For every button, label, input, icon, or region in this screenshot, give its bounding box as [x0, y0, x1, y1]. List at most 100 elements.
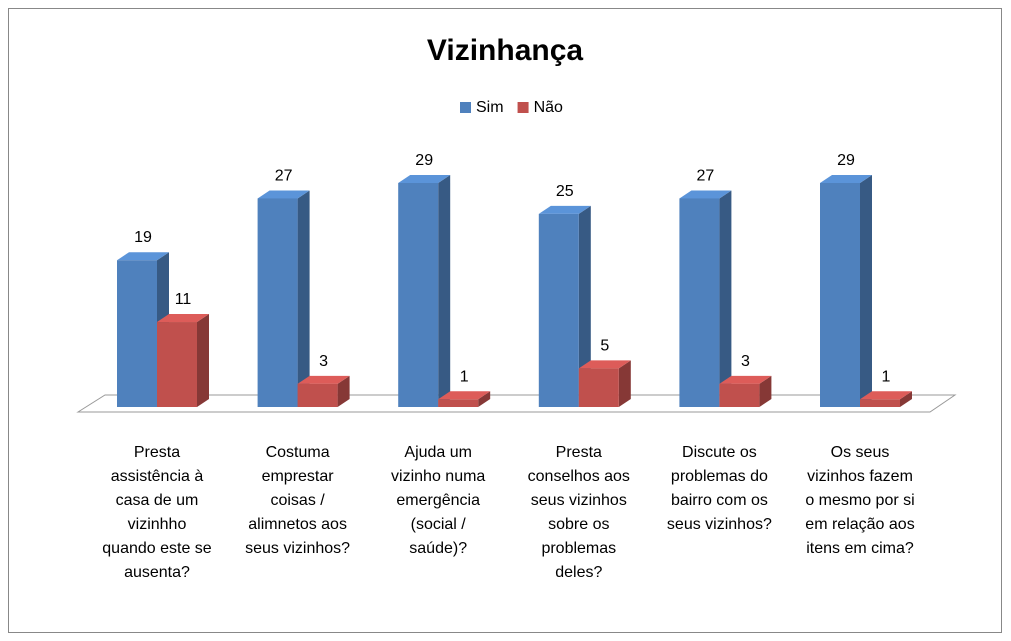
x-tick-label-line: alimnetos aos	[248, 516, 347, 533]
bar-top	[820, 175, 872, 183]
x-tick-label-line: emergência	[396, 492, 480, 509]
bar	[679, 190, 732, 407]
x-tick-label: Os seus vizinhos fazem o mesmo por si em re…	[805, 444, 914, 557]
bar-front	[860, 399, 900, 407]
bar-front	[820, 183, 860, 407]
bar-side	[197, 314, 209, 407]
value-label: 5	[600, 337, 609, 354]
bar	[860, 391, 912, 407]
bar-front	[438, 399, 479, 407]
bar-top	[538, 205, 591, 214]
x-tick-label-line: seus vizinhos?	[245, 540, 350, 557]
legend-swatch	[517, 102, 529, 113]
x-tick-label-line: saúde)?	[409, 540, 467, 557]
bar	[719, 375, 772, 407]
bar-side	[618, 360, 631, 407]
bar-side	[337, 375, 350, 407]
x-tick-label-line: vizinho numa	[391, 468, 485, 485]
x-tick-label-line: Discute os	[682, 444, 757, 461]
chart-title: Vizinhança	[427, 34, 583, 67]
bar-top	[257, 190, 310, 199]
x-tick-label-line: coisas /	[270, 492, 325, 509]
x-tick-label: Ajuda um vizinho numa emergência (social / s…	[391, 444, 485, 557]
bar-top	[297, 375, 350, 384]
bar-front	[117, 260, 157, 407]
x-tick-label-line: vizinhos fazem	[807, 468, 913, 485]
bar-front	[398, 183, 439, 407]
bar	[538, 205, 591, 407]
value-label: 3	[319, 353, 328, 370]
bar-front	[578, 368, 619, 407]
x-tick-label-line: deles?	[555, 564, 602, 581]
bar	[578, 360, 631, 407]
x-tick-label-line: seus vizinhos	[531, 492, 627, 509]
x-tick-label: Costuma emprestar coisas / alimnetos aos seu…	[245, 444, 350, 557]
x-tick-label-line: seus vizinhos?	[667, 516, 772, 533]
bar-top	[157, 314, 209, 323]
bar-side	[578, 205, 591, 407]
bar-side	[900, 391, 912, 407]
bar-side	[719, 190, 732, 407]
bar-side	[759, 375, 772, 407]
bar-side	[438, 175, 451, 407]
bar-top	[438, 391, 491, 400]
bar-top	[117, 252, 169, 261]
value-label: 11	[175, 291, 192, 308]
x-tick-label-line: sobre os	[548, 516, 609, 533]
value-label: 25	[556, 183, 574, 200]
x-tick-label-line: emprestar	[262, 468, 335, 485]
value-label: 29	[837, 152, 855, 169]
legend-label: Sim	[476, 99, 504, 116]
bar-top	[860, 391, 912, 400]
x-tick-label-line: em relação aos	[805, 516, 914, 533]
bar-front	[257, 198, 298, 407]
bar-front	[297, 383, 338, 407]
x-tick-label-line: problemas	[541, 540, 616, 557]
bar-side	[860, 175, 872, 407]
x-tick-label-line: o mesmo por si	[805, 492, 914, 509]
bar-top	[578, 360, 631, 369]
value-label: 3	[741, 353, 750, 370]
x-tick-label-line: Presta	[556, 444, 602, 461]
x-tick-label-line: vizinhho	[128, 516, 187, 533]
x-tick-label-line: Os seus	[831, 444, 890, 461]
legend-swatch	[460, 102, 471, 113]
value-label: 27	[275, 167, 293, 184]
x-tick-label: Discute os problemas do bairro com os seus …	[667, 444, 772, 533]
x-tick-label-line: casa de um	[116, 492, 199, 509]
x-tick-label-line: quando este se	[102, 540, 212, 557]
x-tick-label-line: Ajuda um	[404, 444, 472, 461]
bar	[157, 314, 209, 407]
legend-label: Não	[534, 99, 563, 116]
x-tick-label-line: ausenta?	[124, 564, 190, 581]
value-label: 19	[134, 229, 152, 246]
bar-front	[679, 198, 720, 407]
value-label: 1	[460, 368, 469, 385]
bar-side	[478, 391, 491, 407]
bar-side	[297, 190, 310, 407]
value-label: 27	[697, 167, 715, 184]
bar	[820, 175, 872, 407]
bar-front	[157, 322, 197, 407]
bar	[438, 391, 491, 407]
bar	[398, 175, 451, 407]
x-tick-label-line: conselhos aos	[528, 468, 630, 485]
bar	[257, 190, 310, 407]
x-tick-label-line: Presta	[134, 444, 180, 461]
value-label: 29	[415, 152, 433, 169]
x-tick-label-line: itens em cima?	[806, 540, 914, 557]
bar-top	[719, 375, 772, 384]
bar-front	[719, 383, 760, 407]
x-tick-label: Presta conselhos aos seus vizinhos sobre os…	[528, 444, 630, 581]
bar	[297, 375, 350, 407]
bar-top	[679, 190, 732, 199]
x-tick-label: Presta assistência à casa de um vizinhho qua…	[102, 444, 212, 581]
value-label: 1	[882, 368, 891, 385]
x-tick-label-line: problemas do	[671, 468, 768, 485]
x-tick-label-line: Costuma	[266, 444, 330, 461]
x-tick-label-line: (social /	[411, 516, 467, 533]
x-tick-label-line: bairro com os	[671, 492, 768, 509]
bar-top	[398, 175, 451, 183]
